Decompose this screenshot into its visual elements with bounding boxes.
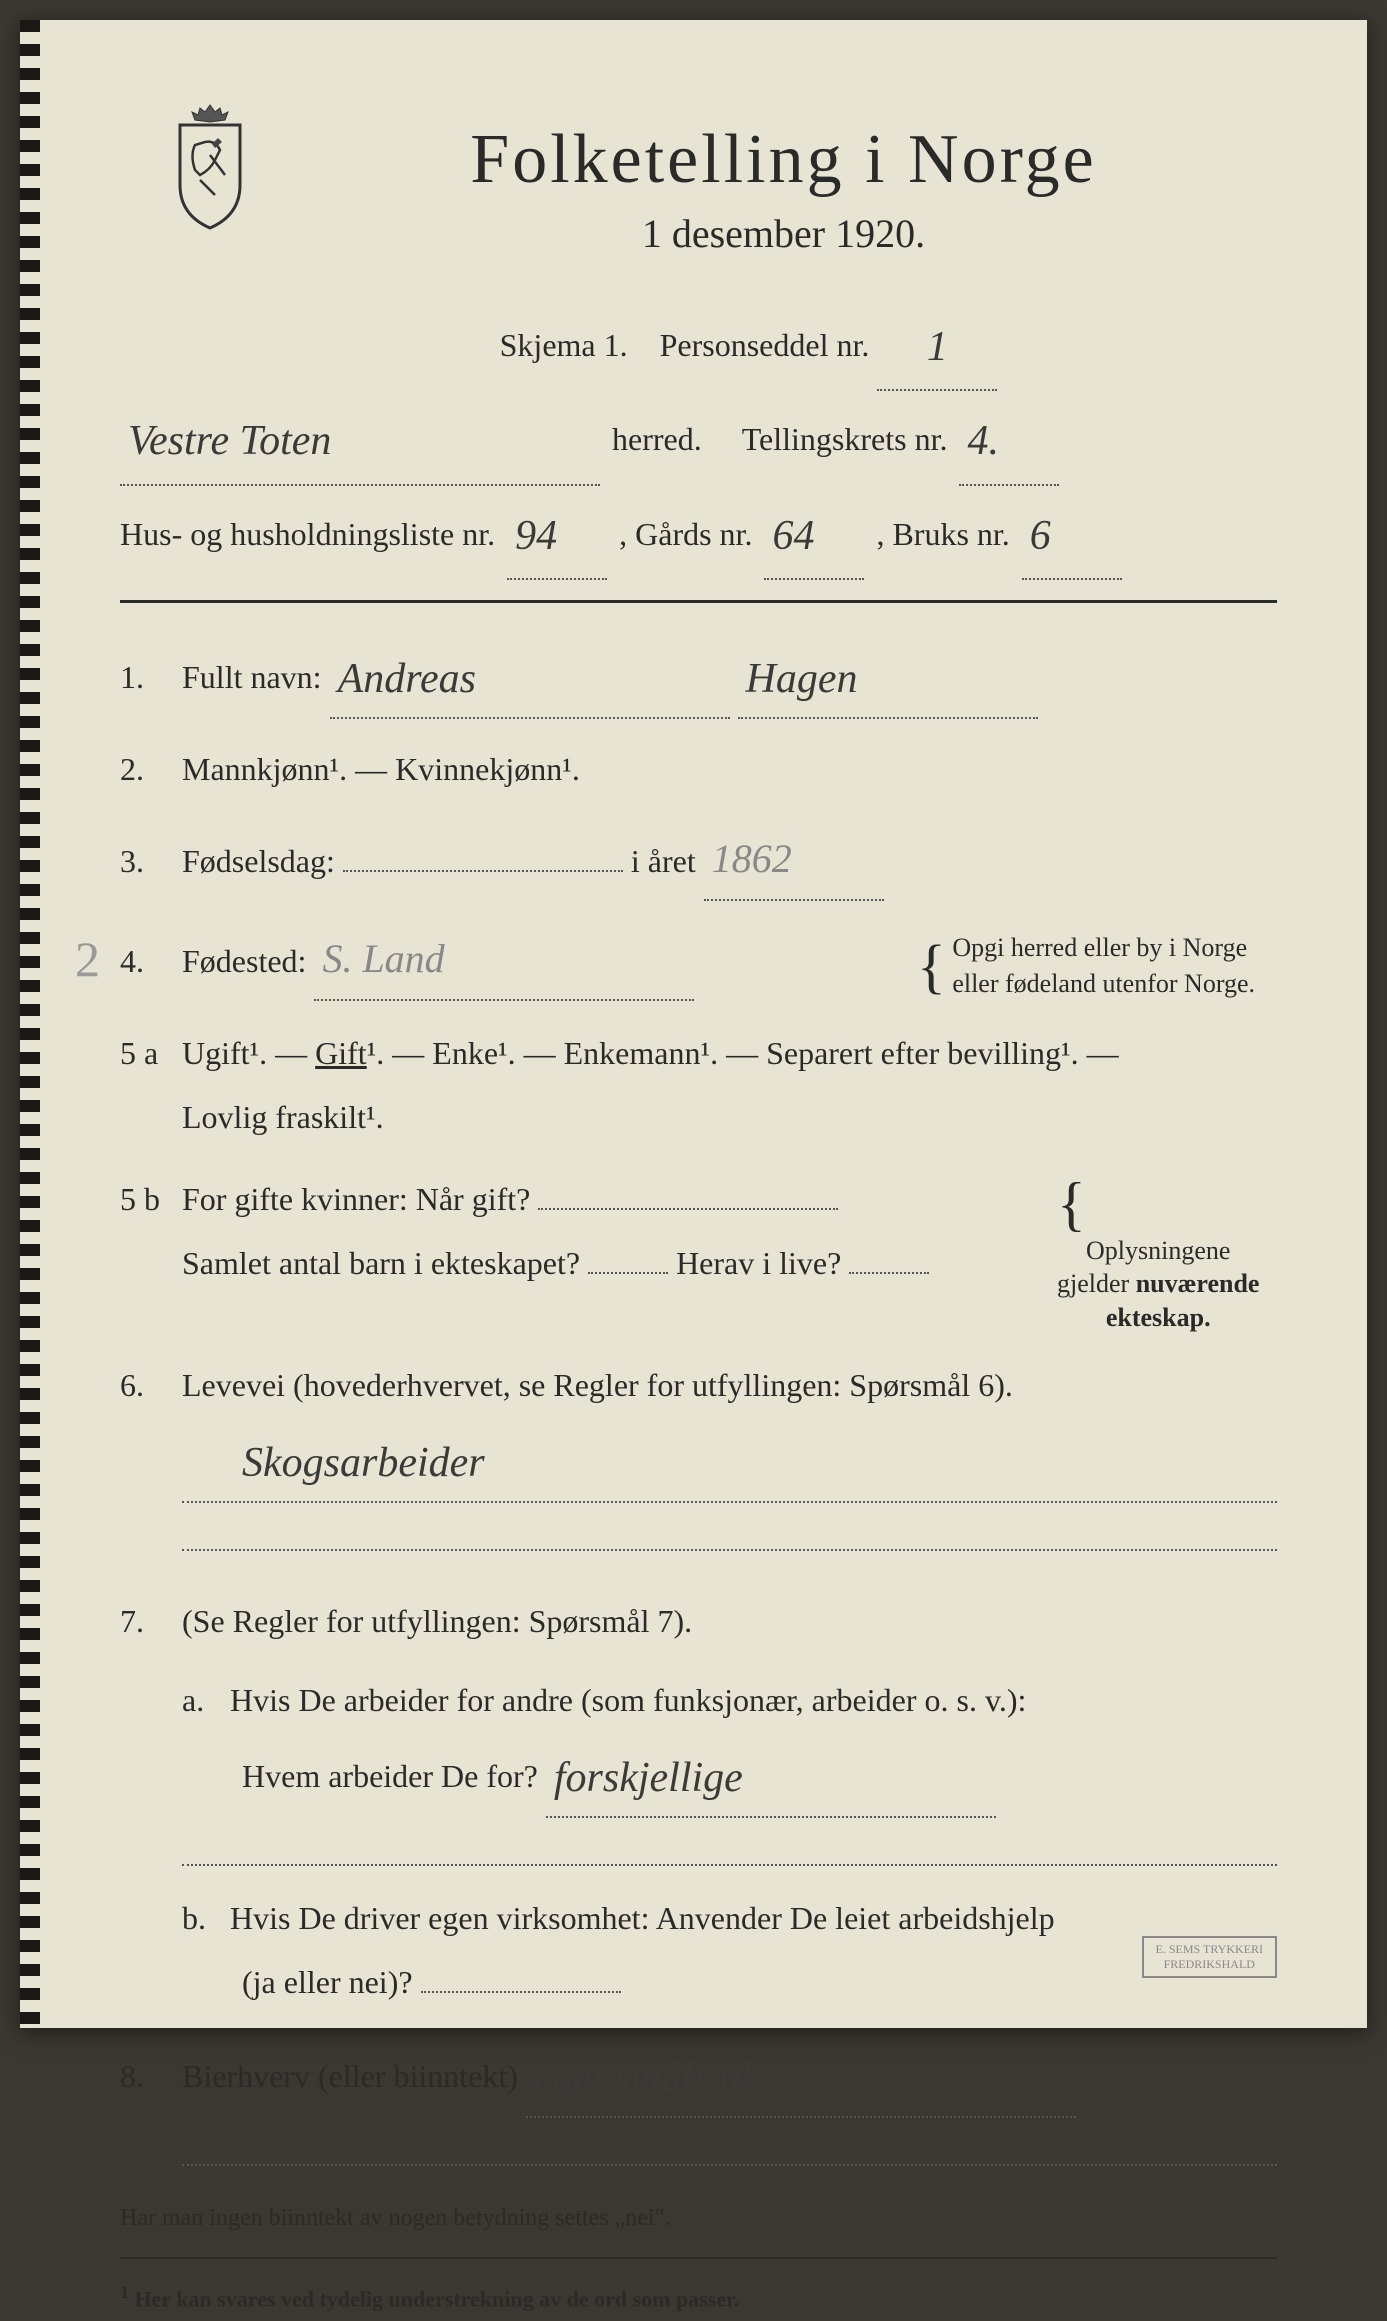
footnote: 1 Her kan svares ved tydelig understrekn… xyxy=(120,2274,1277,2321)
q4-note1: Opgi herred eller by i Norge xyxy=(952,933,1247,962)
perforated-edge xyxy=(20,20,40,2028)
footnote-text: Her kan svares ved tydelig understreknin… xyxy=(135,2286,740,2311)
skjema-label: Skjema 1. xyxy=(500,327,628,363)
herred-value: Vestre Toten xyxy=(128,395,331,487)
q5a: 5 a Ugift¹. — Gift¹. — Enke¹. — Enkemann… xyxy=(120,1021,1277,1149)
q2-text: Mannkjønn¹. — Kvinnekjønn¹. xyxy=(182,737,1277,801)
q7b-line1: Hvis De driver egen virksomhet: Anvender… xyxy=(230,1900,1055,1936)
stamp-line1: E. SEMS TRYKKERI xyxy=(1156,1942,1263,1957)
q-num: 1. xyxy=(120,645,170,709)
q3: 3. Fødselsdag: i året 1862 xyxy=(120,819,1277,901)
q7b-letter: b. xyxy=(182,1886,222,1950)
q5b-label2: Samlet antal barn i ekteskapet? xyxy=(182,1245,580,1281)
q-num: 5 a xyxy=(120,1021,170,1085)
divider-thin xyxy=(120,2257,1277,2259)
q5b-note1: Oplysningene xyxy=(1086,1236,1230,1265)
q7a-letter: a. xyxy=(182,1668,222,1732)
q1-first: Andreas xyxy=(338,637,476,721)
husliste-nr: 94 xyxy=(515,490,557,582)
q5a-gift: Gift xyxy=(315,1035,367,1071)
main-title: Folketelling i Norge xyxy=(290,120,1277,200)
q-num: 7. xyxy=(120,1589,170,1653)
q-num: 4. xyxy=(120,929,170,993)
q-num: 8. xyxy=(120,2044,170,2108)
q4-value: S. Land xyxy=(322,919,444,999)
q3-mid: i året xyxy=(631,843,696,879)
norwegian-crest-icon xyxy=(160,100,260,230)
q5a-before: Ugift¹. — xyxy=(182,1035,315,1071)
q5b-note3: ekteskap. xyxy=(1106,1303,1211,1332)
q5a-after: ¹. — Enke¹. — Enkemann¹. — Separert efte… xyxy=(367,1035,1119,1071)
q5b-label: For gifte kvinner: Når gift? xyxy=(182,1181,530,1217)
question-list: 1. Fullt navn: Andreas Hagen 2. Mannkjøn… xyxy=(120,633,1277,2321)
header: Folketelling i Norge 1 desember 1920. xyxy=(120,100,1277,257)
gards-nr: 64 xyxy=(772,490,814,582)
personseddel-nr: 1 xyxy=(927,301,948,393)
q8-label: Bierhverv (eller biinntekt) xyxy=(182,2058,518,2094)
husliste-label: Hus- og husholdningsliste nr. xyxy=(120,499,495,569)
q6-value: Skogsarbeider xyxy=(242,1421,485,1505)
census-form: Folketelling i Norge 1 desember 1920. Sk… xyxy=(20,20,1367,2028)
q5b: 5 b For gifte kvinner: Når gift? Samlet … xyxy=(120,1167,1277,1335)
subtitle: 1 desember 1920. xyxy=(290,210,1277,257)
q4-note2: eller fødeland utenfor Norge. xyxy=(952,969,1255,998)
q7a-line1: Hvis De arbeider for andre (som funksjon… xyxy=(230,1682,1026,1718)
tellingskrets-nr: 4. xyxy=(967,395,999,487)
q-num: 5 b xyxy=(120,1167,170,1231)
q5b-note2: gjelder nuværende xyxy=(1057,1269,1259,1298)
q-num: 3. xyxy=(120,829,170,893)
q1: 1. Fullt navn: Andreas Hagen xyxy=(120,633,1277,719)
personseddel-label: Personseddel nr. xyxy=(660,327,870,363)
q2: 2. Mannkjønn¹. — Kvinnekjønn¹. xyxy=(120,737,1277,801)
form-meta: Skjema 1. Personseddel nr. 1 Vestre Tote… xyxy=(120,297,1277,580)
q7b-line2: (ja eller nei)? xyxy=(242,1964,413,2000)
footer-note: Har man ingen biinntekt av nogen betydni… xyxy=(120,2194,1277,2242)
q5b-label3: Herav i live? xyxy=(676,1245,841,1281)
stamp-line2: FREDRIKSHALD xyxy=(1156,1957,1263,1972)
q-num: 6. xyxy=(120,1353,170,1417)
q6-label: Levevei (hovederhvervet, se Regler for u… xyxy=(182,1367,1013,1403)
q4: 2 4. Fødested: S. Land { Opgi herred ell… xyxy=(120,919,1277,1002)
q5a-line2: Lovlig fraskilt¹. xyxy=(182,1085,1277,1149)
q7: 7. (Se Regler for utfyllingen: Spørsmål … xyxy=(120,1589,1277,2014)
q3-label: Fødselsdag: xyxy=(182,843,335,879)
gards-label: , Gårds nr. xyxy=(619,499,752,569)
bruks-nr: 6 xyxy=(1030,490,1051,582)
footnote-num: 1 xyxy=(120,2282,129,2302)
q8: 8. Bierhverv (eller biinntekt) eget småb… xyxy=(120,2032,1277,2174)
q7-label: (Se Regler for utfyllingen: Spørsmål 7). xyxy=(182,1603,692,1639)
tellingskrets-label: Tellingskrets nr. xyxy=(742,404,948,474)
q7a-value: forskjellige xyxy=(554,1736,743,1820)
q1-last: Hagen xyxy=(746,637,858,721)
q1-label: Fullt navn: xyxy=(182,659,322,695)
herred-label: herred. xyxy=(612,404,702,474)
printer-stamp: E. SEMS TRYKKERI FREDRIKSHALD xyxy=(1142,1936,1277,1978)
q7a-line2: Hvem arbeider De for? xyxy=(242,1758,538,1794)
q6: 6. Levevei (hovederhvervet, se Regler fo… xyxy=(120,1353,1277,1559)
q3-year: 1862 xyxy=(712,819,792,899)
q4-label: Fødested: xyxy=(182,943,306,979)
bruks-label: , Bruks nr. xyxy=(876,499,1009,569)
pencil-mark: 2 xyxy=(75,909,100,1009)
q8-value: eget småbruk xyxy=(534,2036,759,2120)
q-num: 2. xyxy=(120,737,170,801)
divider xyxy=(120,600,1277,603)
